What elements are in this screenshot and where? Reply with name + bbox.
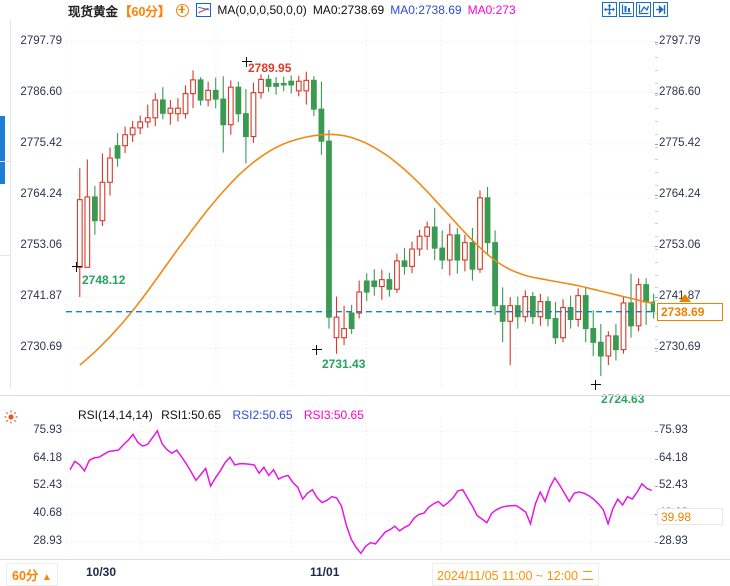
timeframe-box[interactable]: 60分 ▲ (6, 563, 58, 586)
axis-left-label: 2764.24 (20, 187, 62, 200)
annotation-marker (242, 57, 252, 67)
chart-jump-right-icon[interactable] (653, 2, 668, 17)
axis-right-label: 2797.79 (659, 34, 701, 47)
chart-scale-icon[interactable] (619, 2, 634, 17)
chart-zoom-icon[interactable] (636, 2, 651, 17)
axis-right-label: 28.93 (659, 534, 688, 547)
crosshair-move-icon[interactable] (602, 2, 617, 17)
rsi-legend: RSI(14,14,14) RSI1:50.65 RSI2:50.65 RSI3… (78, 408, 364, 422)
chart-header: 现货黄金 【60分】 MA(0,0,0,50,0,0) MA0:2738.69 … (0, 0, 730, 20)
rsi-title: RSI(14,14,14) (78, 408, 153, 422)
axis-right-label: 52.43 (659, 479, 688, 492)
panel-divider (0, 395, 730, 396)
axis-left-label: 2775.42 (20, 136, 62, 149)
ma0-value-black: MA0:2738.69 (312, 3, 385, 17)
annotation-label-low: 2748.12 (82, 273, 126, 287)
current-price-tag[interactable]: 2738.69 (657, 302, 723, 321)
current-price-arrow (679, 293, 691, 302)
rsi-current-value-tag[interactable]: 39.98 (657, 507, 723, 525)
rsi2-label: RSI2:50.65 (232, 408, 293, 422)
axis-right-label: 75.93 (659, 423, 688, 436)
axis-left-label: 2730.69 (20, 341, 62, 354)
annotation-label-low: 2731.43 (322, 357, 366, 371)
axis-left-label: 2753.06 (20, 239, 62, 251)
axis-left-label: 2786.60 (20, 85, 62, 98)
sun-settings-icon[interactable] (4, 410, 18, 424)
chart-toolbar (602, 2, 668, 17)
axis-left-label: 64.18 (33, 451, 62, 464)
axis-left-label: 28.93 (33, 534, 62, 547)
period-label: 【60分】 (119, 4, 171, 19)
annotation-marker (591, 380, 601, 390)
ma-formula-label: MA(0,0,0,50,0,0) (217, 3, 307, 17)
axis-right-label: 2753.06 (659, 239, 701, 251)
ma-indicator-icon[interactable] (196, 3, 212, 17)
timeframe-label: 60分 (12, 569, 39, 583)
axis-left-label: 2741.87 (20, 290, 62, 303)
rsi-chart-panel[interactable] (66, 419, 655, 558)
rsi3-label: RSI3:50.65 (303, 408, 364, 422)
axis-left-label: 2797.79 (20, 34, 62, 47)
axis-right-label: 64.18 (659, 451, 688, 464)
rsi1-label: RSI1:50.65 (161, 408, 222, 422)
axis-right-label: 2775.42 (659, 136, 701, 149)
price-chart-panel[interactable] (66, 20, 655, 388)
current-time-label: 2024/11/05 11:00 ~ 12:00 二 (432, 563, 599, 586)
symbol-label: 现货黄金 (68, 4, 119, 19)
crosshair-circle-icon[interactable] (176, 3, 190, 17)
axis-right-label: 2764.24 (659, 187, 701, 200)
left-rail (0, 20, 11, 388)
time-axis-label: 10/30 (86, 565, 117, 579)
axis-left-label: 52.43 (33, 479, 62, 492)
ma0-value-blue: MA0:2738.69 (390, 3, 462, 17)
axis-right-label: 2730.69 (659, 341, 701, 354)
candlestick-svg (66, 20, 655, 388)
annotation-marker (72, 262, 82, 272)
rsi-svg (66, 419, 655, 558)
annotation-marker (312, 345, 322, 355)
time-axis: 60分 ▲ 10/30 11/01 2024/11/05 11:00 ~ 12:0… (0, 559, 730, 586)
rail-marker (0, 116, 5, 184)
ma0-value-pink: MA0:273 (467, 3, 516, 17)
axis-right-label: 2786.60 (659, 85, 701, 98)
time-axis-label: 11/01 (310, 565, 340, 579)
axis-left-label: 75.93 (33, 423, 62, 436)
annotation-label-high: 2789.95 (248, 61, 292, 75)
timeframe-arrow-icon: ▲ (41, 572, 52, 583)
axis-left-label: 40.68 (33, 506, 62, 519)
